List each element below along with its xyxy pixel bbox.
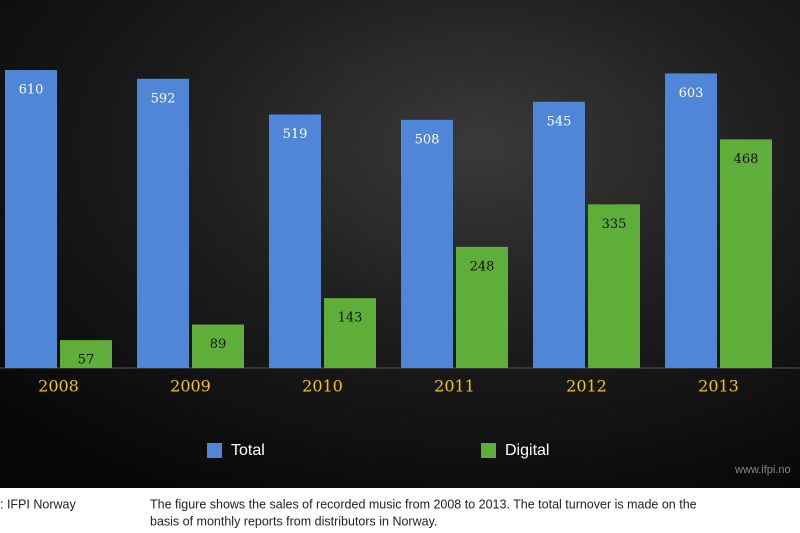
legend-label: Digital (505, 442, 549, 459)
x-tick-label: 2010 (302, 377, 343, 396)
value-label: 89 (210, 337, 227, 352)
value-label: 468 (734, 152, 759, 167)
bar (192, 324, 244, 368)
bar (533, 101, 585, 368)
value-label: 545 (547, 114, 572, 129)
value-label: 57 (78, 353, 95, 368)
legend-swatch (207, 443, 222, 458)
x-tick-label: 2011 (434, 377, 475, 396)
value-label: 519 (283, 127, 308, 142)
bar (269, 114, 321, 368)
source: : IFPI Norway (0, 497, 76, 511)
value-label: 610 (19, 83, 44, 98)
legend-swatch (481, 443, 496, 458)
value-label: 143 (338, 311, 363, 326)
bar (665, 73, 717, 368)
value-label: 592 (151, 91, 176, 106)
legend-label: Total (231, 442, 265, 459)
watermark: www.ifpi.no (734, 464, 791, 476)
bar (5, 70, 57, 368)
bar (60, 340, 112, 368)
value-label: 508 (415, 132, 440, 147)
x-tick-label: 2012 (566, 377, 607, 396)
caption-line: basis of monthly reports from distributo… (150, 514, 437, 528)
caption-line: The figure shows the sales of recorded m… (150, 497, 697, 511)
x-tick-label: 2013 (698, 377, 739, 396)
x-tick-label: 2008 (38, 377, 79, 396)
value-label: 335 (602, 217, 627, 232)
bar (324, 298, 376, 368)
bar (456, 246, 508, 368)
bar (401, 119, 453, 368)
value-label: 248 (470, 259, 495, 274)
bar (588, 204, 640, 368)
value-label: 603 (679, 86, 704, 101)
bar (137, 78, 189, 369)
bar (720, 139, 772, 368)
x-tick-label: 2009 (170, 377, 211, 396)
